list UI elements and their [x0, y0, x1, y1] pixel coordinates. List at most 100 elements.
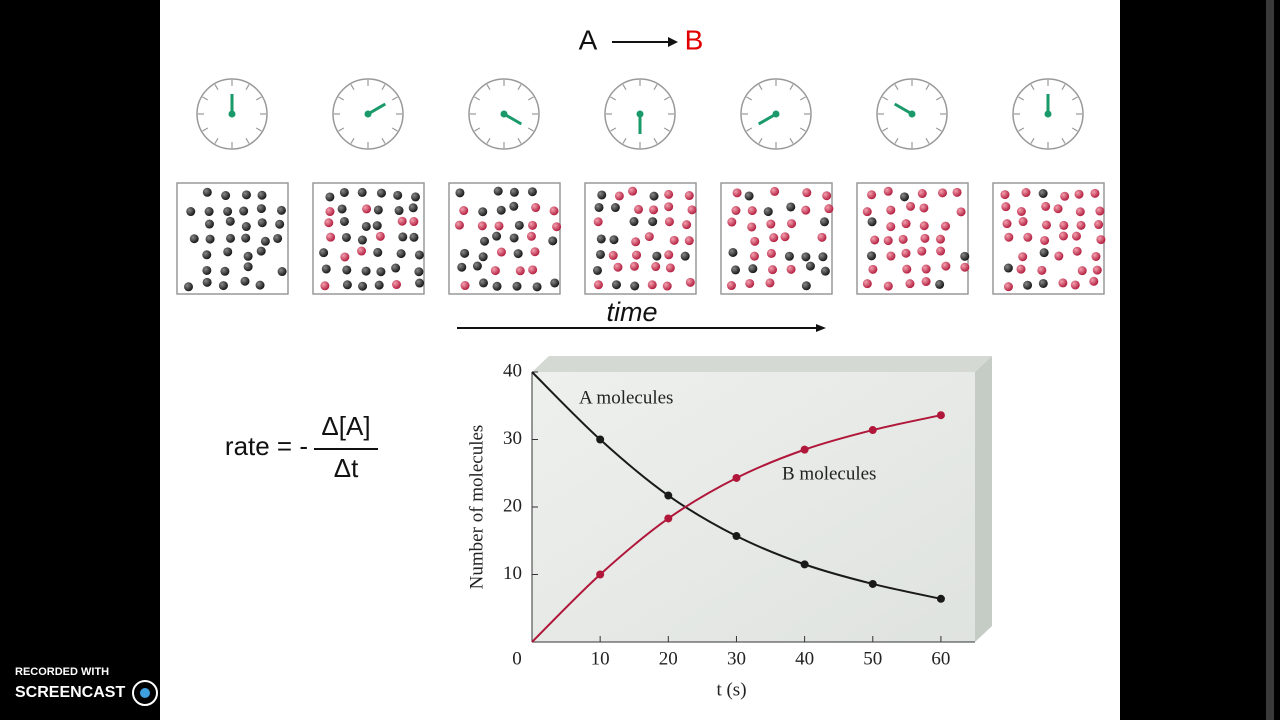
x-tick-label: 50 [863, 648, 882, 669]
molecule [1018, 217, 1028, 227]
rate-denominator: Δt [334, 453, 359, 483]
molecule [255, 280, 265, 290]
molecule [901, 248, 911, 258]
reactant: A [579, 24, 598, 55]
molecule [1096, 235, 1106, 245]
molecule [937, 188, 947, 198]
clock-tick [1061, 84, 1066, 91]
molecule [901, 219, 911, 229]
clock-tick [381, 137, 386, 144]
y-tick-label: 30 [503, 428, 522, 449]
molecule [472, 261, 482, 271]
y-tick-label: 20 [503, 495, 522, 516]
molecule [1001, 202, 1011, 212]
molecule [358, 281, 368, 291]
clock-tick [391, 127, 398, 132]
molecule [319, 248, 329, 258]
molecule [202, 250, 212, 260]
clock-tick [789, 137, 794, 144]
molecule [817, 232, 827, 242]
x-tick-label: 20 [659, 648, 678, 669]
molecule [1059, 220, 1069, 230]
series-label: B molecules [782, 463, 876, 484]
molecule [392, 280, 402, 290]
molecule [1075, 207, 1085, 217]
molecule [727, 217, 737, 227]
clock-tick [799, 127, 806, 132]
molecule [548, 236, 558, 246]
molecule [1092, 265, 1102, 275]
molecule [609, 235, 619, 245]
molecule [460, 248, 470, 258]
molecule [1002, 219, 1012, 229]
molecule [786, 202, 796, 212]
molecule [361, 266, 371, 276]
molecule [1003, 263, 1013, 273]
molecule [532, 282, 542, 292]
molecule [1095, 206, 1105, 216]
molecule [325, 192, 335, 202]
molecule [919, 203, 929, 213]
data-point [936, 594, 945, 603]
molecule [1058, 231, 1068, 241]
molecule [1094, 220, 1104, 230]
molecule [611, 280, 621, 290]
clock-hub [772, 110, 780, 118]
clock-tick [1030, 84, 1035, 91]
molecule [935, 279, 945, 289]
molecule [492, 231, 502, 241]
molecule [526, 231, 536, 241]
molecule [515, 266, 525, 276]
x-tick-label: 40 [795, 648, 814, 669]
molecule [748, 264, 758, 274]
molecule [822, 191, 832, 201]
molecule [592, 265, 602, 275]
molecule [1089, 276, 1099, 286]
molecule [664, 250, 674, 260]
clock-tick [758, 137, 763, 144]
molecule [594, 202, 604, 212]
molecule [1058, 278, 1068, 288]
data-point [664, 491, 673, 500]
molecule [324, 218, 334, 228]
clock-tick [474, 127, 481, 132]
molecule [493, 186, 503, 196]
molecule [409, 217, 419, 227]
molecule [665, 263, 675, 273]
clock-tick [245, 137, 250, 144]
molecule [1070, 280, 1080, 290]
molecule [530, 247, 540, 257]
clock-tick [622, 137, 627, 144]
molecule [528, 220, 538, 230]
y-tick-label: 40 [503, 360, 522, 381]
clock-hub [500, 110, 508, 118]
molecule [765, 278, 775, 288]
molecule [684, 191, 694, 201]
clock-tick [202, 127, 209, 132]
molecule [376, 188, 386, 198]
molecule [1040, 235, 1050, 245]
molecule [186, 207, 196, 217]
clock-tick [799, 96, 806, 101]
molecule [218, 281, 228, 291]
molecule [1041, 201, 1051, 211]
molecule [509, 201, 519, 211]
clock-tick [1061, 137, 1066, 144]
molecule-box [448, 182, 561, 295]
molecule [409, 232, 419, 242]
molecule [628, 186, 638, 196]
molecule [596, 234, 606, 244]
molecule [357, 187, 367, 197]
molecule [1016, 264, 1026, 274]
molecule [460, 281, 470, 291]
molecule [396, 249, 406, 259]
molecule [684, 236, 694, 246]
molecule [1018, 252, 1028, 262]
watermark-logo [132, 680, 158, 706]
molecule [408, 203, 418, 213]
molecule [512, 281, 522, 291]
molecule [496, 205, 506, 215]
watermark-brand: SCREENCAST [15, 684, 125, 701]
x-tick-label: 30 [727, 648, 746, 669]
